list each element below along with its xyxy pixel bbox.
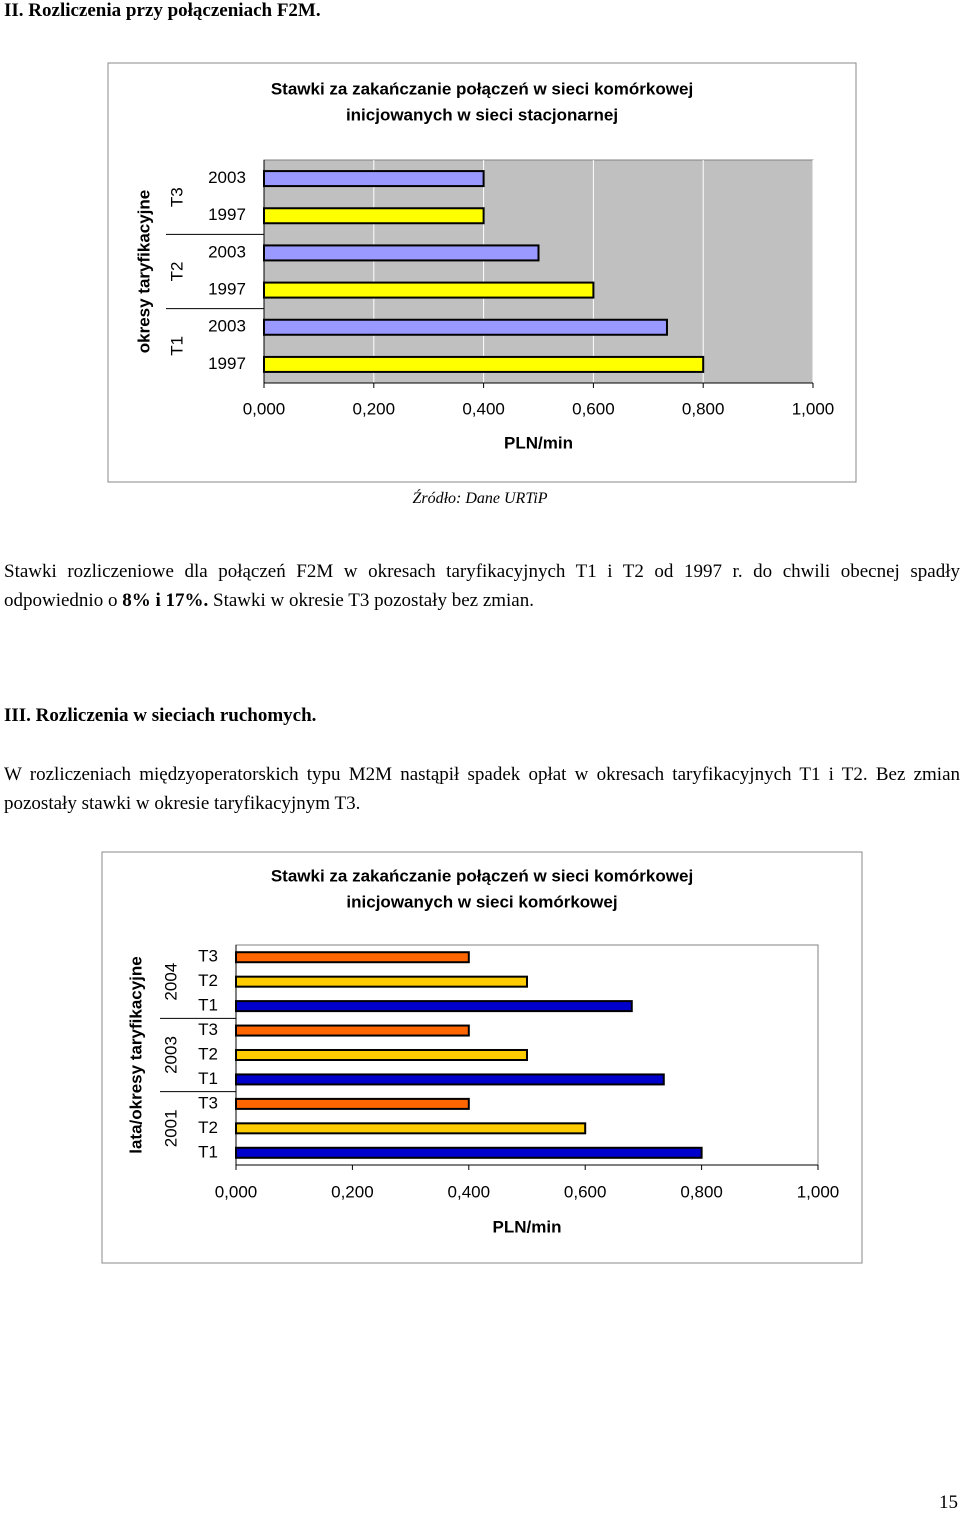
bar xyxy=(235,1000,633,1013)
chart-title: Stawki za zakańczanie połączeń w sieci k… xyxy=(271,79,693,98)
bar xyxy=(263,244,540,262)
y-tick-label: T3 xyxy=(198,947,218,966)
x-tick-label: 0,600 xyxy=(564,1182,607,1201)
x-tick-label: 1,000 xyxy=(792,399,835,418)
y-tick-label: T2 xyxy=(198,1118,218,1137)
bar xyxy=(235,951,470,964)
group-label: 2001 xyxy=(161,1109,180,1147)
x-tick-label: 0,000 xyxy=(215,1182,258,1201)
x-tick-label: 0,400 xyxy=(448,1182,491,1201)
y-tick-label: 1997 xyxy=(208,280,246,299)
x-tick-label: 0,600 xyxy=(572,399,615,418)
y-axis-title: lata/okresy taryfikacyjne xyxy=(126,956,145,1154)
group-label: 2004 xyxy=(161,963,180,1001)
x-axis-title: PLN/min xyxy=(493,1217,562,1236)
page-number: 15 xyxy=(939,1492,958,1513)
group-label: T2 xyxy=(167,262,186,282)
y-tick-label: T2 xyxy=(198,1044,218,1063)
y-tick-label: T1 xyxy=(198,996,218,1015)
x-tick-label: 0,800 xyxy=(680,1182,723,1201)
y-tick-label: 2003 xyxy=(208,317,246,336)
x-tick-label: 1,000 xyxy=(797,1182,840,1201)
bar xyxy=(235,1097,470,1110)
chart-title: inicjowanych w sieci stacjonarnej xyxy=(346,105,618,124)
y-tick-label: T1 xyxy=(198,1069,218,1088)
y-tick-label: 1997 xyxy=(208,354,246,373)
chart-title: Stawki za zakańczanie połączeń w sieci k… xyxy=(271,866,693,885)
group-label: 2003 xyxy=(161,1036,180,1074)
paragraph: W rozliczeniach międzyoperatorskich typu… xyxy=(4,764,960,814)
x-axis-title: PLN/min xyxy=(504,433,573,452)
bar xyxy=(263,207,485,225)
bar xyxy=(235,1024,470,1037)
bar xyxy=(235,1146,703,1159)
bar xyxy=(263,281,595,299)
text: Stawki rozliczeniowe dla połączeń F2M w … xyxy=(4,561,960,611)
bar xyxy=(235,1073,665,1086)
group-label: T3 xyxy=(167,187,186,207)
y-tick-label: T3 xyxy=(198,1093,218,1112)
y-tick-label: 2003 xyxy=(208,168,246,187)
x-tick-label: 0,000 xyxy=(243,399,286,418)
group-label: T1 xyxy=(167,336,186,356)
plot-area xyxy=(263,159,814,384)
paragraph: Stawki rozliczeniowe dla połączeń F2M w … xyxy=(4,557,960,615)
heading: II. Rozliczenia przy połączeniach F2M. xyxy=(4,0,321,21)
bar xyxy=(263,318,668,336)
x-tick-label: 0,800 xyxy=(682,399,725,418)
chart-title: inicjowanych w sieci komórkowej xyxy=(346,892,617,911)
x-tick-label: 0,400 xyxy=(462,399,505,418)
y-tick-label: T2 xyxy=(198,971,218,990)
source: Źródło: Dane URTiP xyxy=(412,490,548,507)
y-tick-label: 1997 xyxy=(208,205,246,224)
bar xyxy=(263,355,705,373)
bar xyxy=(235,1122,587,1135)
y-axis-title: okresy taryfikacyjne xyxy=(134,190,153,354)
x-tick-label: 0,200 xyxy=(353,399,396,418)
bar xyxy=(263,170,485,188)
y-tick-label: T1 xyxy=(198,1142,218,1161)
text: 8% i 17%. xyxy=(122,590,209,611)
heading: III. Rozliczenia w sieciach ruchomych. xyxy=(4,705,317,726)
text: Stawki w okresie T3 pozostały bez zmian. xyxy=(208,590,534,611)
y-tick-label: T3 xyxy=(198,1020,218,1039)
y-tick-label: 2003 xyxy=(208,242,246,261)
x-tick-label: 0,200 xyxy=(331,1182,374,1201)
bar xyxy=(235,975,528,988)
bar xyxy=(235,1049,528,1061)
